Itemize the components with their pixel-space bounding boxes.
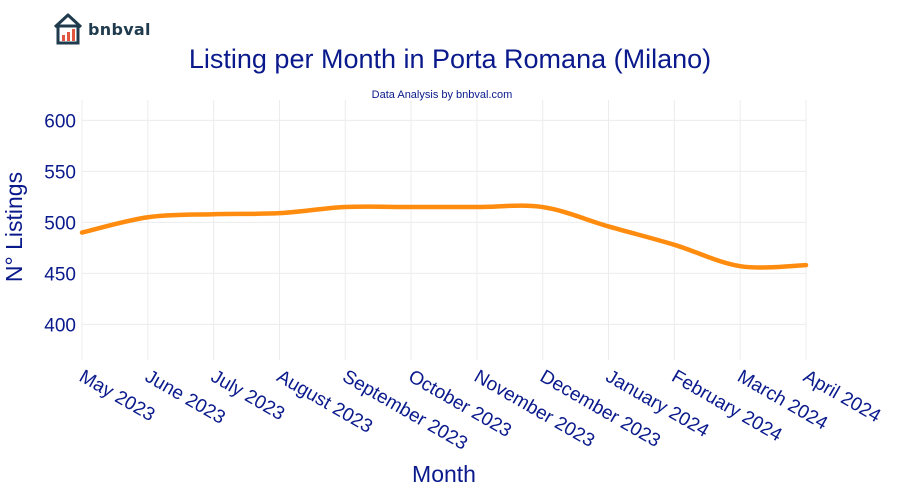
y-axis-title: N° Listings — [1, 172, 27, 282]
y-tick-label: 600 — [44, 111, 76, 132]
grid-lines — [81, 100, 807, 360]
y-tick-label: 500 — [44, 213, 76, 234]
x-tick-label: February 2024 — [668, 366, 786, 446]
house-chart-icon — [53, 13, 83, 45]
brand-name: bnbval — [88, 19, 151, 39]
brand-logo: bnbval — [52, 12, 151, 46]
chart-subtitle: Data Analysis by bnbval.com — [371, 89, 513, 101]
chart-title: Listing per Month in Porta Romana (Milan… — [188, 44, 712, 74]
y-tick-label: 450 — [44, 264, 76, 285]
x-axis-title: Month — [412, 461, 476, 487]
y-tick-label: 400 — [44, 315, 76, 336]
y-tick-label: 550 — [44, 162, 76, 183]
series-line-listings — [79, 203, 809, 270]
y-axis-ticks: 400 450 500 550 600 — [44, 111, 76, 336]
